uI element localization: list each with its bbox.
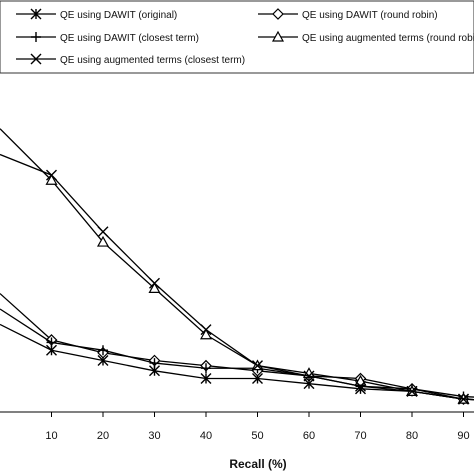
series-2-point-1 xyxy=(46,337,57,348)
legend-label-1: QE using DAWIT (round robin) xyxy=(302,10,438,21)
series-3-point-1 xyxy=(45,174,58,185)
series-4-point-7 xyxy=(355,380,366,392)
x-tick-label-40: 40 xyxy=(200,430,212,442)
legend-label-3: QE using augmented terms (round robin) xyxy=(302,33,474,44)
series-4-point-8 xyxy=(406,385,418,397)
x-tick-label-20: 20 xyxy=(97,430,109,442)
series-line-1 xyxy=(0,293,474,401)
series-3-point-2 xyxy=(96,235,110,247)
series-3-point-3 xyxy=(148,282,161,293)
legend-label-4: QE using augmented terms (closest term) xyxy=(60,55,245,66)
legend-frame xyxy=(0,0,474,74)
legend-label-2: QE using DAWIT (closest term) xyxy=(60,33,199,44)
series-2-point-2 xyxy=(98,345,108,356)
legend-marker-2 xyxy=(31,32,41,42)
series-4-point-4 xyxy=(200,324,212,336)
legend: QE using DAWIT (original) QE using DAWIT … xyxy=(0,0,474,74)
series-4-point-9 xyxy=(458,393,469,405)
series-3-point-4 xyxy=(199,328,213,340)
series-4-point-6 xyxy=(303,370,315,382)
series-0-point-4 xyxy=(200,373,212,385)
series-2-point-4 xyxy=(201,363,211,374)
x-tick-label-30: 30 xyxy=(148,430,160,442)
series-2-point-3 xyxy=(149,358,160,369)
series-group xyxy=(0,128,474,405)
series-4-point-5 xyxy=(252,360,263,372)
series-line-4 xyxy=(0,153,474,401)
legend-marker-0 xyxy=(30,8,42,20)
legend-marker-3 xyxy=(271,30,285,42)
legend-marker-1 xyxy=(272,8,284,20)
x-tick-label-70: 70 xyxy=(354,430,366,442)
x-ticks: 10 20 30 40 50 60 70 80 90 xyxy=(45,412,470,442)
legend-marker-4 xyxy=(30,53,42,65)
legend-label-0: QE using DAWIT (original) xyxy=(60,10,177,21)
x-tick-label-80: 80 xyxy=(406,430,418,442)
x-axis-label: Recall (%) xyxy=(229,457,286,471)
series-4-point-1 xyxy=(46,169,57,181)
x-tick-label-90: 90 xyxy=(457,430,469,442)
x-tick-label-50: 50 xyxy=(251,430,263,442)
series-4-point-3 xyxy=(149,277,160,289)
x-tick-label-60: 60 xyxy=(303,430,315,442)
series-4-point-2 xyxy=(97,226,109,238)
series-line-3 xyxy=(0,128,474,401)
x-tick-label-10: 10 xyxy=(45,430,57,442)
